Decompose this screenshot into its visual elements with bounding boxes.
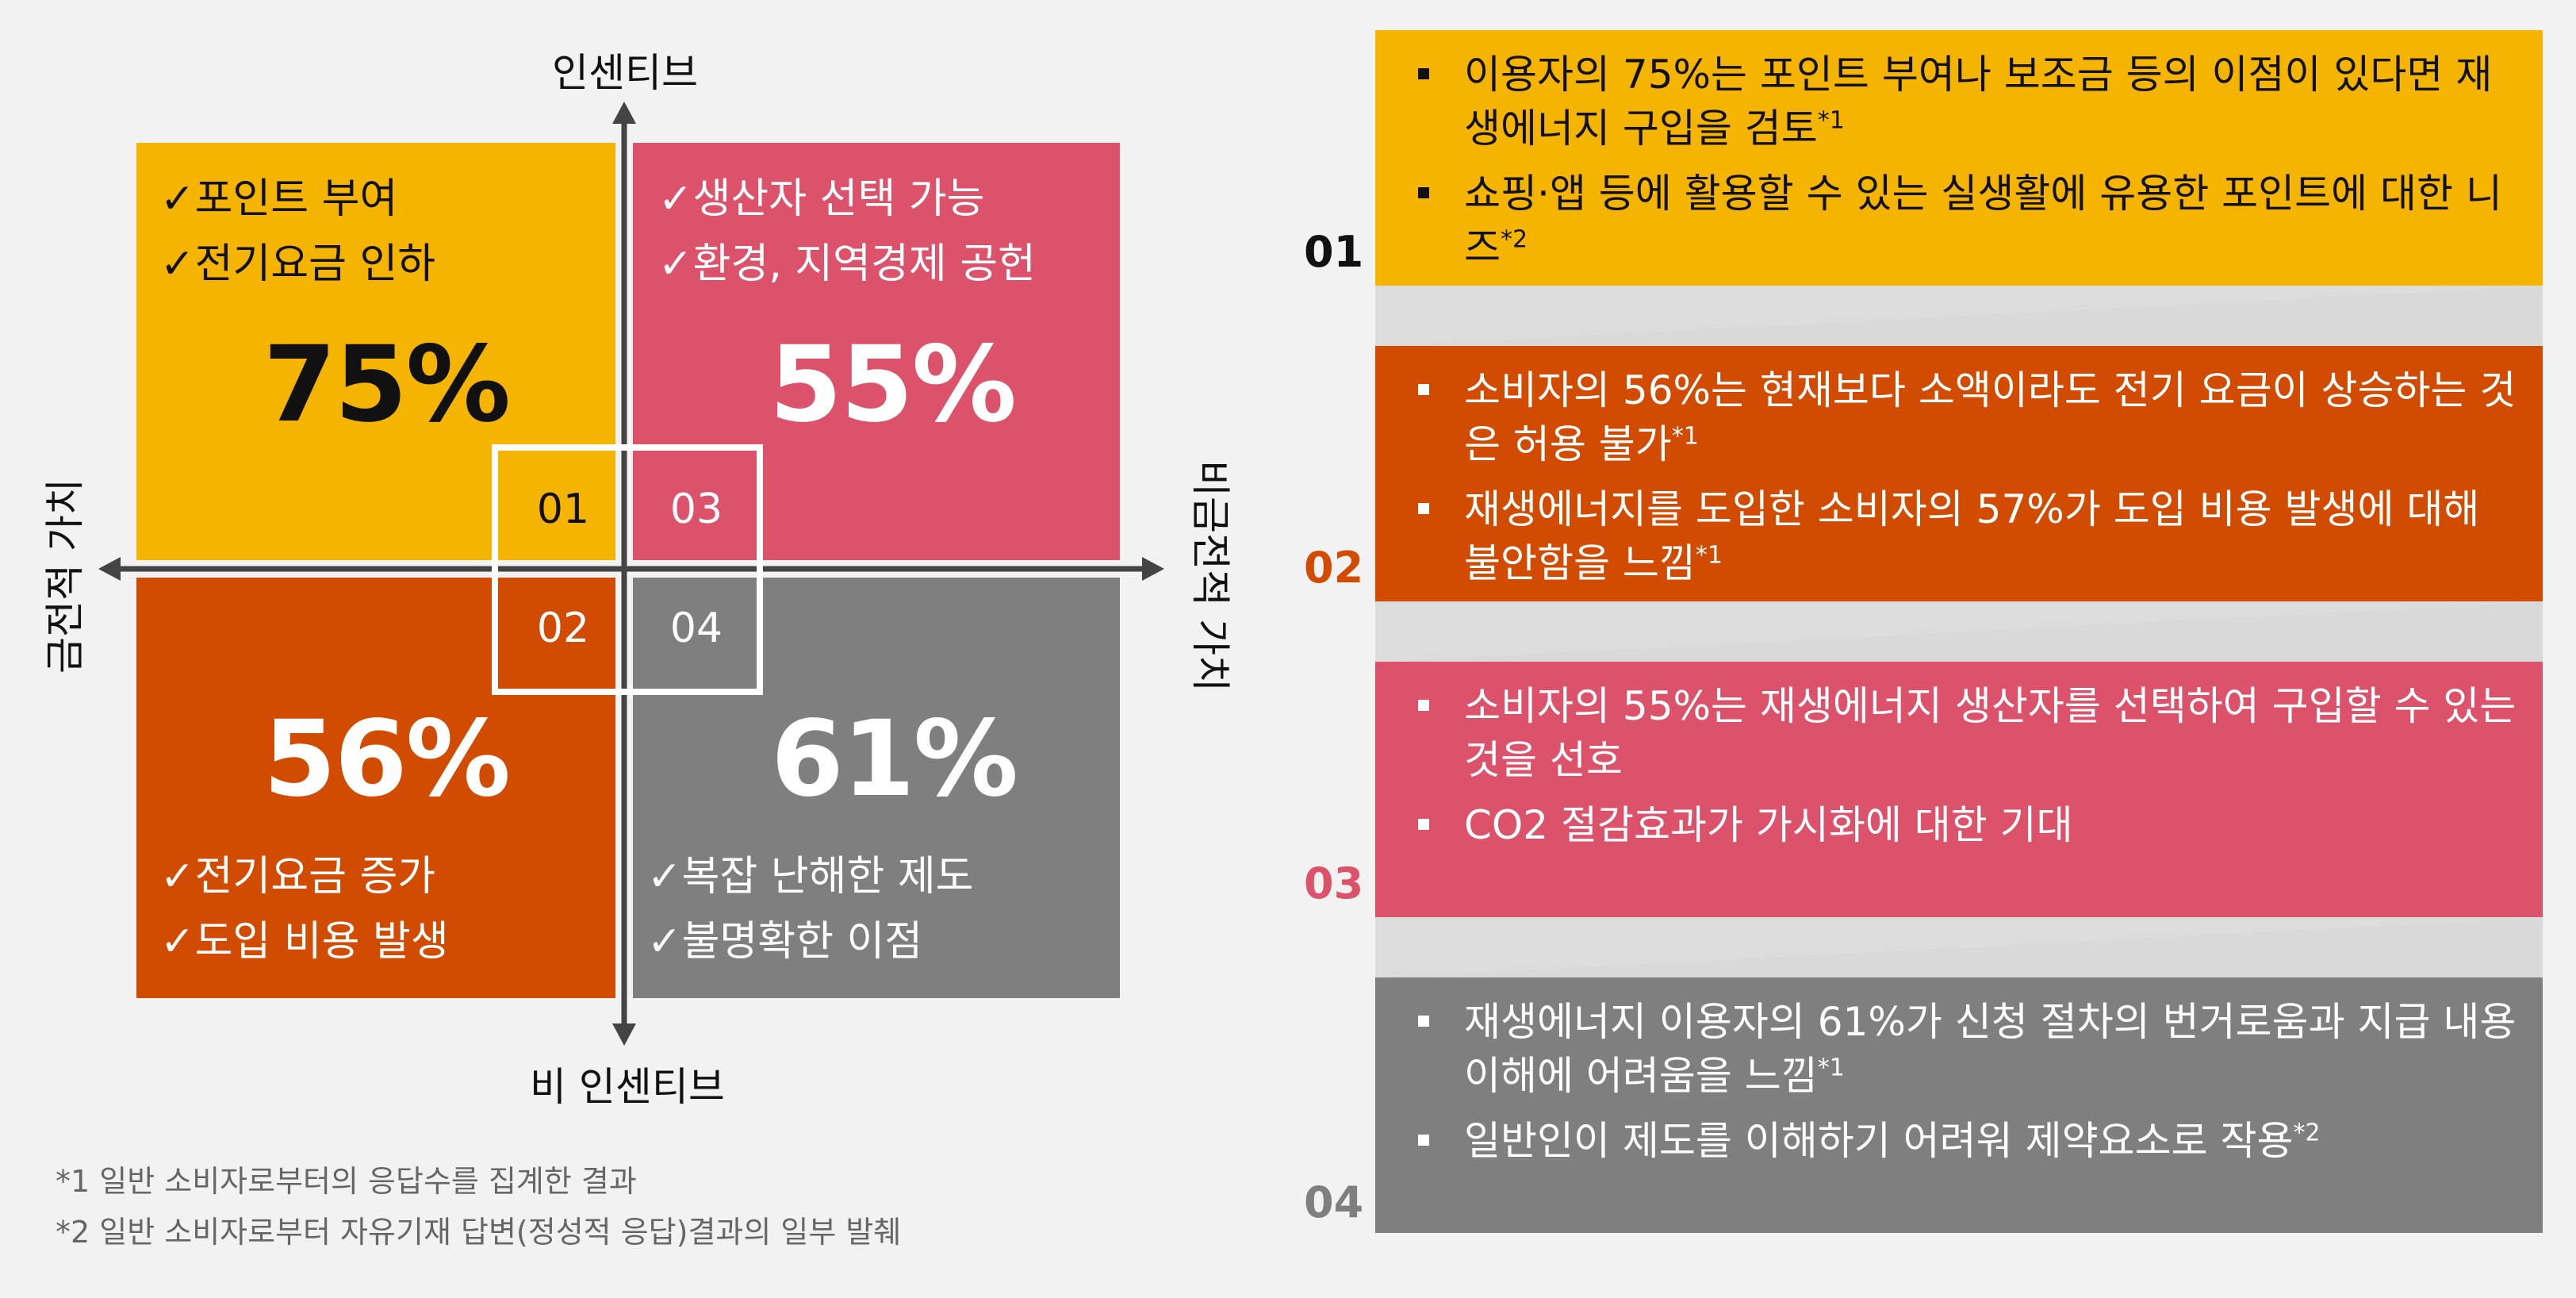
quadrant-01-number: 01 [536,486,590,533]
bullet-square-icon [1418,1016,1429,1027]
quadrant-03: ✓생산자 선택 가능 ✓환경, 지역경제 공헌 55% [633,143,1120,560]
panel-bullet: 소비자의 56%는 현재보다 소액이라도 전기 요금이 상승하는 것은 허용 불… [1407,363,2519,471]
axis-label-left: 금전적 가치 [42,478,88,674]
bullet-square-icon [1418,187,1429,198]
quadrant-04-number: 04 [669,605,723,652]
panel-bullet: 이용자의 75%는 포인트 부여나 보조금 등의 이점이 있다면 재생에너지 구… [1407,48,2519,156]
quadrant-01-percent: 75% [263,324,511,446]
quadrant-item: ✓포인트 부여 [160,175,398,223]
axis-label-top: 인센티브 [552,50,698,96]
center-highlight-box [492,444,763,695]
quadrant-03-number: 03 [669,486,723,533]
panel-bullet: 쇼핑·앱 등에 활용할 수 있는 실생활에 유용한 포인트에 대한 니즈*2 [1407,167,2519,275]
panel-03-number: 03 [1304,858,1364,908]
quadrant-02-percent: 56% [263,698,511,820]
quadrant-02-items: ✓전기요금 증가 ✓도입 비용 발생 [160,844,449,974]
footnote-2: *2 일반 소비자로부터 자유기재 답변(정성적 응답)결과의 일부 발췌 [56,1215,902,1250]
panel-01-number: 01 [1304,227,1364,277]
panel-bullet: 재생에너지 이용자의 61%가 신청 절차의 번거로움과 지급 내용 이해에 어… [1407,995,2519,1103]
quadrant-item: ✓전기요금 증가 [160,853,436,901]
quadrant-04: 61% ✓복잡 난해한 제도 ✓불명확한 이점 [633,578,1120,998]
panel-04-number: 04 [1304,1177,1364,1227]
quadrant-04-items: ✓복잡 난해한 제도 ✓불명확한 이점 [647,844,974,974]
panel-02-number: 02 [1304,543,1364,593]
panel-bullet: CO2 절감효과가 가시화에 대한 기대 [1407,798,2519,852]
panel-02: 소비자의 56%는 현재보다 소액이라도 전기 요금이 상승하는 것은 허용 불… [1375,346,2543,601]
panel-03: 소비자의 55%는 재생에너지 생산자를 선택하여 구입할 수 있는 것을 선호… [1375,662,2543,917]
quadrant-item: ✓불명확한 이점 [647,918,923,966]
quadrant-item: ✓도입 비용 발생 [160,918,449,966]
panel-bullet: 일반인이 제도를 이해하기 어려워 제약요소로 작용*2 [1407,1114,2519,1168]
bullet-square-icon [1418,503,1429,514]
quadrant-03-percent: 55% [769,324,1017,446]
quadrant-02-number: 02 [536,605,590,652]
axis-label-bottom: 비 인센티브 [530,1064,725,1110]
panel-connectors [1375,286,2543,977]
footnote-1: *1 일반 소비자로부터의 응답수를 집계한 결과 [56,1164,637,1199]
quadrant-item: ✓생산자 선택 가능 [658,175,985,223]
bullet-square-icon [1418,819,1429,830]
quadrant-item: ✓복잡 난해한 제도 [647,853,974,901]
quadrant-01: ✓포인트 부여 ✓전기요금 인하 75% [136,143,615,560]
bullet-square-icon [1418,1135,1429,1146]
panel-bullet: 재생에너지를 도입한 소비자의 57%가 도입 비용 발생에 대해 불안함을 느… [1407,482,2519,590]
quadrant-03-items: ✓생산자 선택 가능 ✓환경, 지역경제 공헌 [658,167,1036,297]
bullet-square-icon [1418,700,1429,711]
axis-label-right: 비금전적 가치 [1187,460,1233,692]
quadrant-item: ✓전기요금 인하 [160,240,436,288]
quadrant-02: 56% ✓전기요금 증가 ✓도입 비용 발생 [136,578,615,998]
panel-bullet: 소비자의 55%는 재생에너지 생산자를 선택하여 구입할 수 있는 것을 선호 [1407,679,2519,787]
bullet-square-icon [1418,384,1429,395]
bullet-square-icon [1418,68,1429,79]
panel-04: 재생에너지 이용자의 61%가 신청 절차의 번거로움과 지급 내용 이해에 어… [1375,977,2543,1233]
panel-01: 이용자의 75%는 포인트 부여나 보조금 등의 이점이 있다면 재생에너지 구… [1375,30,2543,286]
quadrant-04-percent: 61% [771,698,1018,820]
quadrant-01-items: ✓포인트 부여 ✓전기요금 인하 [160,167,435,297]
axis-arrows [98,102,1164,1046]
quadrant-item: ✓환경, 지역경제 공헌 [658,240,1036,288]
